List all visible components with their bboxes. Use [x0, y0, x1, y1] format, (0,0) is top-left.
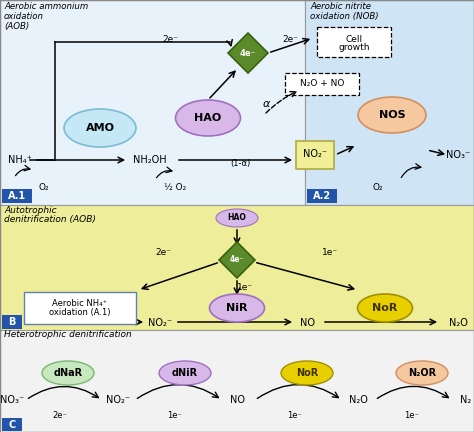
Text: NH₂OH: NH₂OH — [133, 155, 167, 165]
Text: NOS: NOS — [379, 110, 405, 120]
Polygon shape — [228, 33, 268, 73]
Text: 1e⁻: 1e⁻ — [237, 283, 253, 292]
Text: dNiR: dNiR — [172, 368, 198, 378]
Text: (1-α): (1-α) — [230, 159, 250, 168]
Ellipse shape — [210, 294, 264, 322]
Text: NoR: NoR — [296, 368, 318, 378]
Text: 1e⁻: 1e⁻ — [288, 411, 302, 420]
Ellipse shape — [64, 109, 136, 147]
Ellipse shape — [159, 361, 211, 385]
Text: 4e⁻: 4e⁻ — [240, 48, 256, 57]
Text: AMO: AMO — [85, 123, 115, 133]
Text: dNaR: dNaR — [54, 368, 82, 378]
FancyBboxPatch shape — [317, 27, 391, 57]
Text: 2e⁻: 2e⁻ — [155, 248, 171, 257]
Ellipse shape — [216, 209, 258, 227]
Ellipse shape — [396, 361, 448, 385]
FancyBboxPatch shape — [296, 141, 334, 169]
Text: 2e⁻: 2e⁻ — [282, 35, 298, 44]
FancyBboxPatch shape — [2, 189, 32, 203]
Text: NO₂⁻: NO₂⁻ — [106, 395, 130, 405]
Text: denitrification (AOB): denitrification (AOB) — [4, 215, 96, 224]
Text: oxidation (A.1): oxidation (A.1) — [49, 308, 111, 318]
Text: Aerobic NH₄⁺: Aerobic NH₄⁺ — [53, 299, 108, 308]
Text: ½ O₂: ½ O₂ — [164, 183, 186, 192]
Text: Aerobic nitrite: Aerobic nitrite — [310, 2, 371, 11]
Text: N₂O: N₂O — [348, 395, 367, 405]
Text: NO: NO — [301, 318, 316, 328]
Text: A.2: A.2 — [313, 191, 331, 201]
Text: Autotrophic: Autotrophic — [4, 206, 56, 215]
Text: 2e⁻: 2e⁻ — [162, 35, 178, 44]
Text: N₂OR: N₂OR — [408, 368, 436, 378]
Ellipse shape — [281, 361, 333, 385]
Text: A.1: A.1 — [8, 191, 26, 201]
Text: Cell: Cell — [346, 35, 363, 44]
Ellipse shape — [358, 97, 426, 133]
Text: NO₃⁻: NO₃⁻ — [0, 395, 24, 405]
Text: 1e⁻: 1e⁻ — [405, 411, 419, 420]
Text: HAO: HAO — [228, 213, 246, 222]
Text: N₂O: N₂O — [448, 318, 467, 328]
Text: NH₄⁺: NH₄⁺ — [8, 155, 32, 165]
Text: 4e⁻: 4e⁻ — [230, 255, 244, 264]
Text: NO₂⁻: NO₂⁻ — [303, 149, 327, 159]
Text: 1e⁻: 1e⁻ — [322, 248, 338, 257]
Ellipse shape — [175, 100, 240, 136]
Text: C: C — [9, 419, 16, 429]
Text: N₂: N₂ — [460, 395, 472, 405]
Text: O₂: O₂ — [373, 183, 383, 192]
Text: Aerobic ammonium: Aerobic ammonium — [4, 2, 88, 11]
FancyBboxPatch shape — [2, 418, 22, 431]
Text: NiR: NiR — [226, 303, 248, 313]
Text: N₂O + NO: N₂O + NO — [300, 79, 344, 89]
Text: 1e⁻: 1e⁻ — [168, 411, 182, 420]
Text: HAO: HAO — [194, 113, 222, 123]
Text: growth: growth — [338, 44, 370, 53]
Text: O₂: O₂ — [39, 183, 49, 192]
Text: (AOB): (AOB) — [4, 22, 29, 31]
Text: α: α — [262, 99, 270, 109]
FancyBboxPatch shape — [2, 315, 22, 329]
Text: oxidation (NOB): oxidation (NOB) — [310, 12, 379, 21]
Text: B: B — [9, 317, 16, 327]
FancyBboxPatch shape — [307, 189, 337, 203]
FancyBboxPatch shape — [24, 292, 136, 324]
Ellipse shape — [42, 361, 94, 385]
Text: oxidation: oxidation — [4, 12, 44, 21]
Ellipse shape — [357, 294, 412, 322]
Text: NO: NO — [230, 395, 246, 405]
FancyBboxPatch shape — [305, 0, 474, 205]
FancyBboxPatch shape — [285, 73, 359, 95]
Text: Heterotrophic denitrification: Heterotrophic denitrification — [4, 330, 132, 339]
FancyBboxPatch shape — [0, 330, 474, 432]
Text: 2e⁻: 2e⁻ — [53, 411, 67, 420]
Text: NO₃⁻: NO₃⁻ — [446, 150, 470, 160]
Text: NoR: NoR — [372, 303, 398, 313]
FancyBboxPatch shape — [0, 0, 305, 205]
Polygon shape — [219, 242, 255, 278]
Text: NO₂⁻: NO₂⁻ — [148, 318, 172, 328]
FancyBboxPatch shape — [0, 205, 474, 330]
